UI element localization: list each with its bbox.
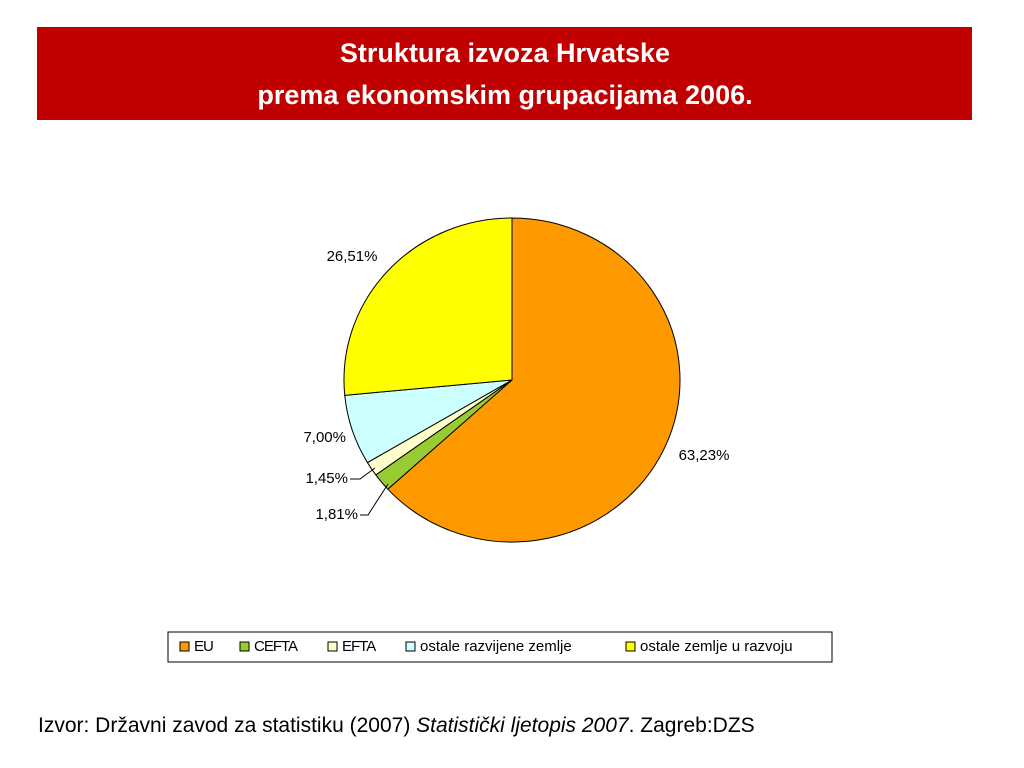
legend-swatch [239, 641, 250, 652]
legend-swatch [327, 641, 338, 652]
legend-swatch [405, 641, 416, 652]
legend-label: ostale zemlje u razvoju [640, 638, 793, 655]
source-title: Statistički ljetopis 2007 [416, 714, 629, 737]
legend-swatch [625, 641, 636, 652]
pie-slice [387, 217, 681, 543]
pie-slice [343, 217, 513, 396]
leader-line [350, 467, 376, 480]
data-label: 26,51% [327, 248, 378, 265]
data-label: 63,23% [679, 447, 730, 464]
source-text: Izvor: Državni zavod za statistiku (2007… [38, 714, 411, 737]
source-text: . Zagreb:DZS [628, 714, 755, 737]
legend-swatch [179, 641, 190, 652]
legend-box [167, 631, 833, 663]
data-label: 7,00% [303, 429, 346, 446]
source: Izvor: Državni zavod za statistiku (2007… [38, 714, 755, 738]
leader-line [360, 483, 389, 516]
title-box [37, 27, 972, 120]
data-label: 1,81% [315, 506, 358, 523]
legend-label: CEFTA [254, 638, 298, 655]
slide: Struktura izvoza Hrvatske prema ekonomsk… [37, 27, 972, 663]
legend-label: ostale razvijene zemlje [420, 638, 572, 655]
legend-label: EFTA [342, 638, 376, 655]
data-label: 1,45% [305, 470, 348, 487]
chart-title: prema ekonomskim grupacijama 2006. [257, 80, 752, 110]
chart-title: Struktura izvoza Hrvatske [340, 38, 670, 68]
legend-label: EU [194, 638, 213, 655]
